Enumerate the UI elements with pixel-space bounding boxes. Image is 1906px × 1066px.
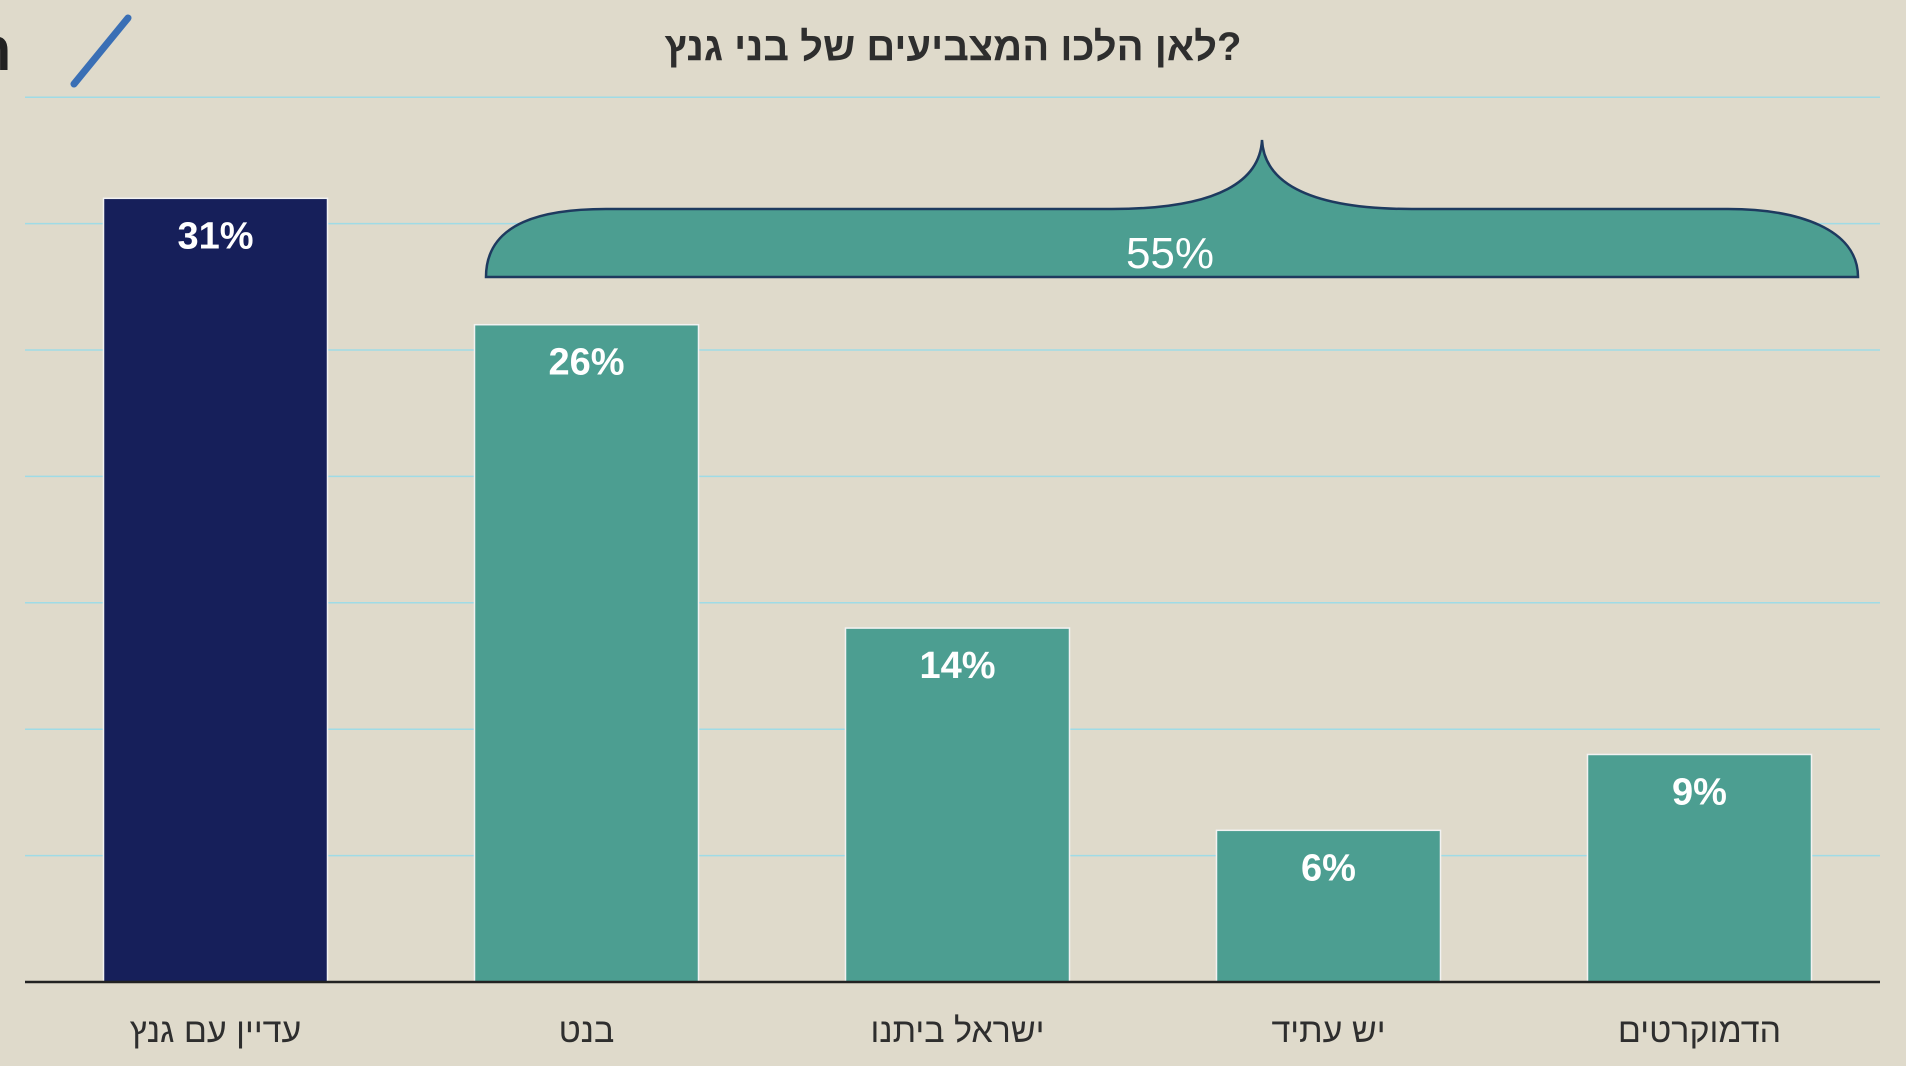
category-label: ישראל ביתנו — [871, 1012, 1045, 1050]
bar — [473, 323, 700, 983]
brace-shape — [484, 139, 1860, 279]
chart-title: לאן הלכו המצביעים של בני גנץ? — [665, 25, 1242, 69]
brace-annotation: 55% — [484, 139, 1860, 279]
bar-value-label: 31% — [177, 215, 253, 257]
category-label: עדיין עם גנץ — [130, 1012, 302, 1050]
logo-text: הדד — [0, 19, 12, 82]
category-labels: הדמוקרטים יש עתיד ישראל ביתנו בנט עדיין עם ג… — [130, 1012, 1781, 1050]
bar — [844, 627, 1071, 983]
category-label: הדמוקרטים — [1618, 1012, 1781, 1050]
bar — [102, 197, 329, 983]
bar-value-label: 9% — [1672, 771, 1727, 813]
category-label: יש עתיד — [1271, 1012, 1385, 1050]
bar-value-label: 6% — [1301, 847, 1356, 889]
brace-label: 55% — [1126, 229, 1214, 278]
logo: הדד — [0, 14, 132, 88]
bar-value-label: 26% — [548, 342, 624, 384]
bar — [1215, 829, 1442, 983]
category-label: בנט — [559, 1012, 615, 1050]
logo-slash-mark — [70, 14, 132, 88]
bars: 9% 6% 14% 26% 31% — [102, 197, 1813, 983]
bar-value-label: 14% — [919, 645, 995, 687]
